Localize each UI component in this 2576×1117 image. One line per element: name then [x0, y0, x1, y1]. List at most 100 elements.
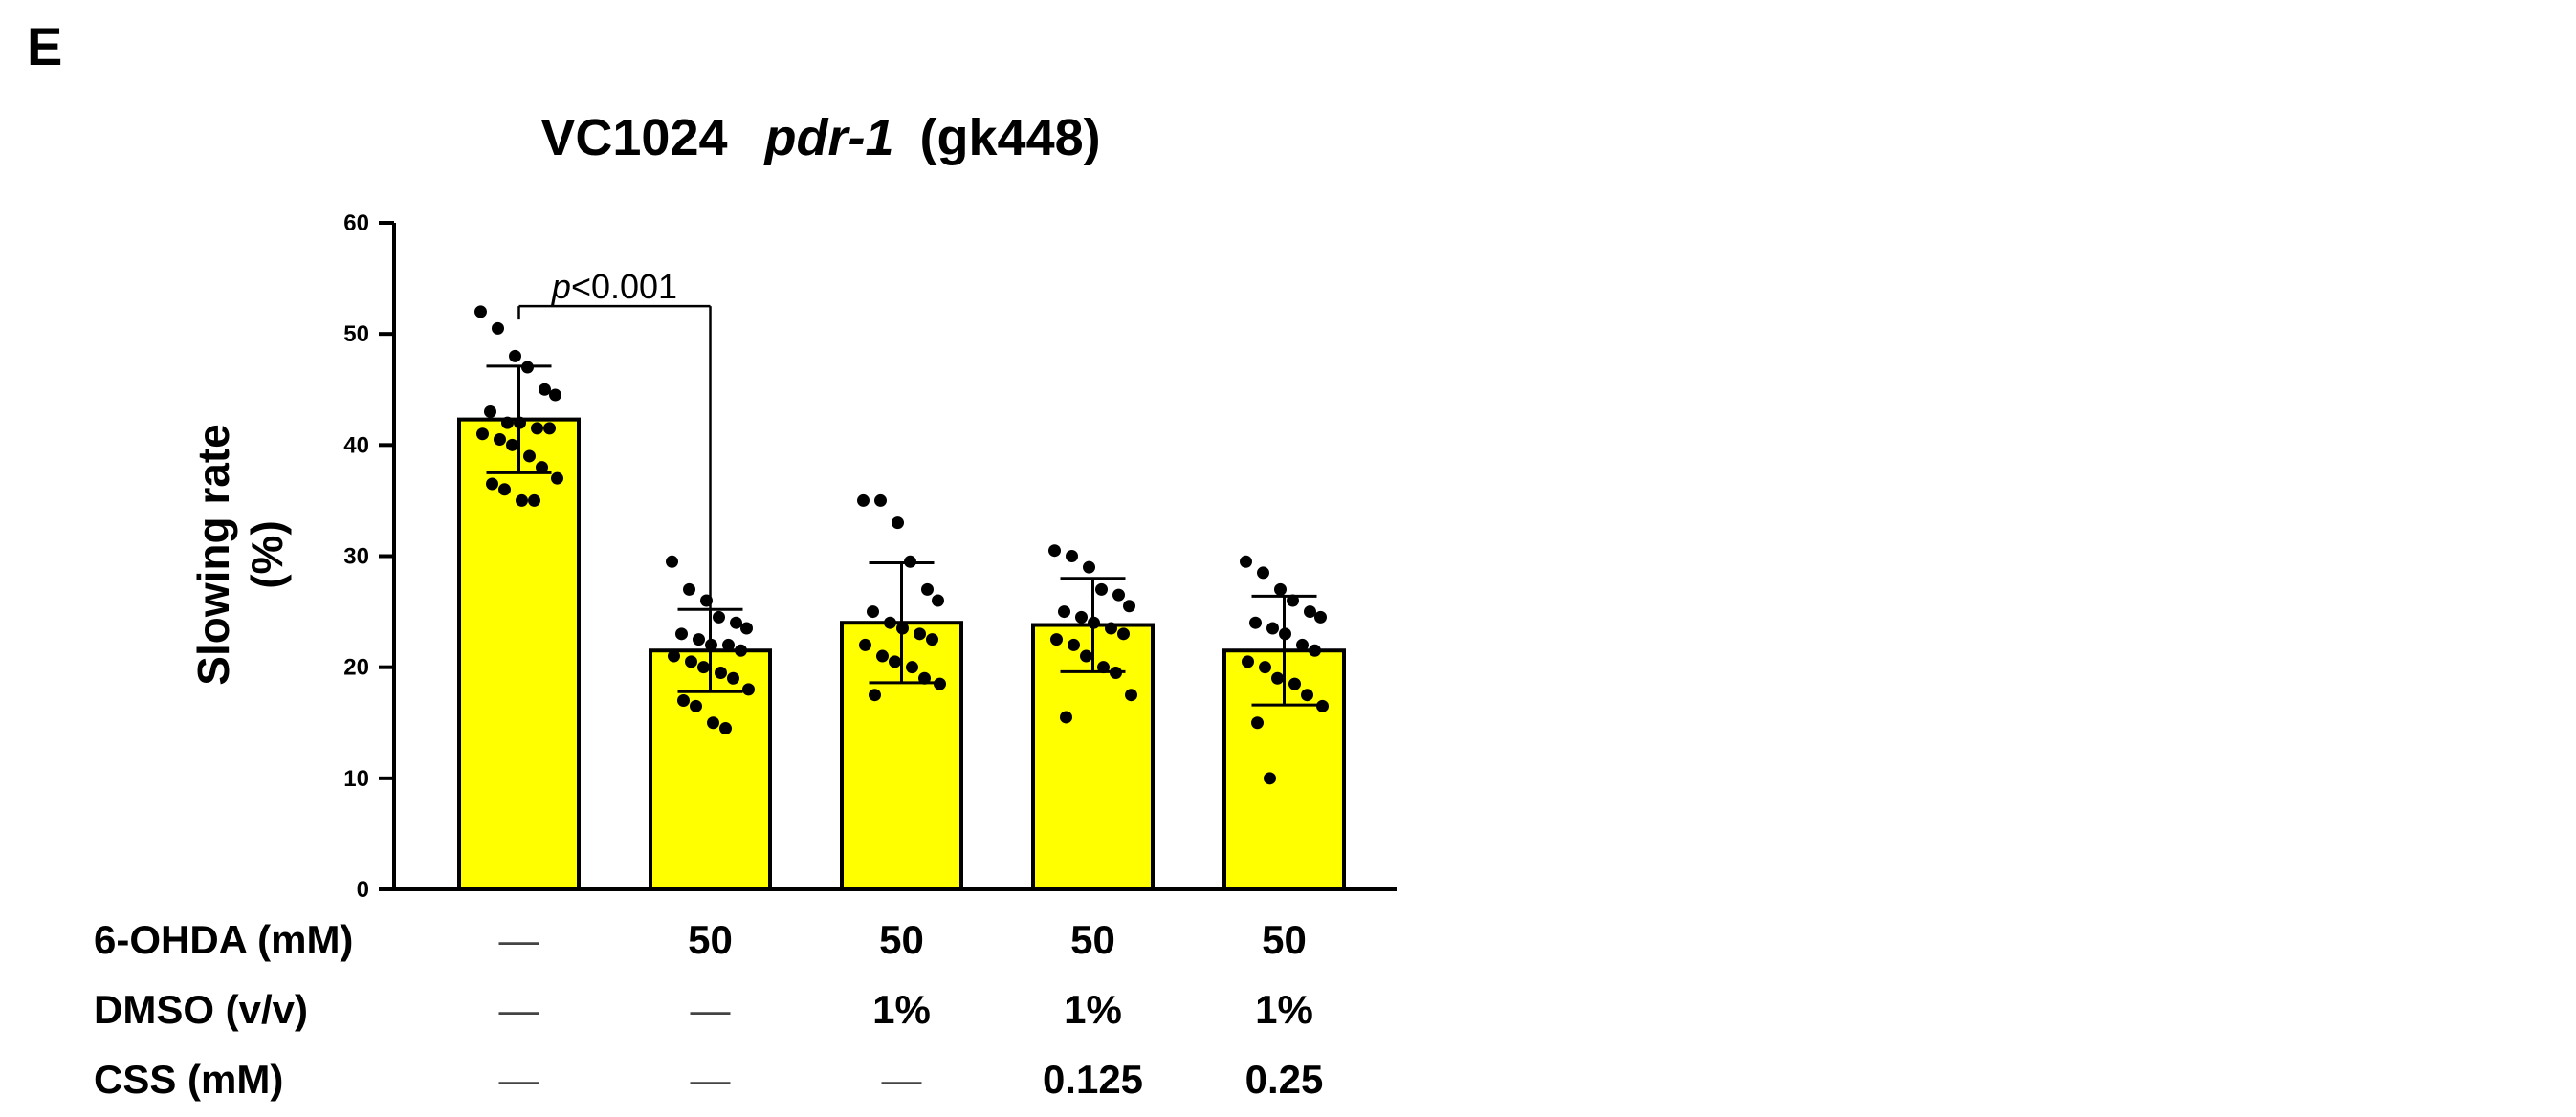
data-point — [1257, 566, 1269, 580]
y-tick-label: 0 — [357, 877, 369, 903]
data-point — [1097, 661, 1110, 674]
data-point — [869, 689, 881, 702]
condition-value: 1% — [872, 987, 931, 1032]
data-point — [1304, 605, 1316, 619]
data-point — [719, 722, 732, 735]
data-point — [474, 305, 487, 318]
data-point — [683, 582, 695, 596]
data-point — [857, 493, 870, 507]
data-point — [1083, 560, 1095, 574]
y-axis-label-line-1: Slowing rate — [188, 424, 238, 685]
data-point — [932, 594, 944, 607]
data-point — [693, 633, 705, 646]
data-point — [904, 555, 916, 568]
data-point — [742, 683, 755, 696]
condition-value: — — [882, 1057, 922, 1102]
data-point — [727, 671, 739, 685]
data-point — [1060, 711, 1072, 724]
data-point — [521, 361, 534, 374]
data-point — [666, 555, 678, 568]
data-point — [1110, 666, 1122, 679]
data-point — [685, 655, 697, 668]
data-point — [1314, 610, 1327, 624]
condition-value: 0.25 — [1245, 1057, 1324, 1102]
y-axis-label-line-2: (%) — [242, 520, 292, 589]
data-point — [874, 493, 887, 507]
data-point — [1058, 605, 1070, 619]
condition-value: 50 — [1070, 917, 1115, 962]
data-point — [1288, 677, 1301, 690]
data-point — [918, 671, 931, 685]
data-point — [677, 694, 690, 708]
data-point — [551, 471, 563, 485]
data-point — [1249, 616, 1262, 629]
data-point — [690, 699, 702, 712]
y-tick-label: 40 — [343, 432, 369, 458]
data-point — [675, 627, 688, 641]
data-point — [1105, 622, 1117, 635]
data-point — [668, 649, 680, 663]
data-point — [705, 638, 717, 651]
data-point — [1259, 661, 1271, 674]
data-point — [1117, 627, 1130, 641]
significance-label-italic: p — [551, 267, 571, 306]
data-point — [1279, 627, 1291, 641]
title-strain: VC1024 — [540, 109, 727, 166]
data-point — [498, 483, 511, 496]
data-point — [1066, 550, 1078, 562]
panel-label: E — [27, 16, 62, 77]
data-point — [1125, 689, 1137, 702]
data-point — [1316, 699, 1329, 712]
data-point — [1242, 655, 1254, 668]
data-point — [1296, 638, 1309, 651]
data-point — [1088, 616, 1100, 629]
data-point — [1095, 582, 1108, 596]
condition-value: — — [691, 987, 731, 1032]
y-tick-label: 20 — [343, 655, 369, 681]
data-point — [735, 644, 747, 657]
data-point — [1287, 594, 1299, 607]
data-point — [523, 449, 536, 463]
condition-value: — — [691, 1057, 731, 1102]
data-point — [1075, 610, 1088, 624]
data-point — [921, 582, 934, 596]
data-point — [1050, 633, 1063, 646]
condition-value: 50 — [1262, 917, 1307, 962]
data-point — [876, 649, 889, 663]
data-point — [914, 627, 926, 641]
y-tick-label: 50 — [343, 321, 369, 347]
data-point — [740, 622, 753, 635]
data-point — [492, 321, 504, 335]
title-allele: (gk448) — [920, 109, 1101, 166]
condition-row-label: DMSO (v/v) — [94, 987, 308, 1032]
title-gene: pdr-1 — [763, 109, 894, 166]
data-point — [484, 405, 496, 418]
data-point — [859, 638, 871, 651]
data-point — [1264, 772, 1276, 785]
data-point — [722, 638, 735, 651]
data-point — [1271, 671, 1284, 685]
data-point — [867, 605, 879, 619]
y-tick-label: 60 — [343, 210, 369, 236]
y-axis-label: Slowing rate (%) — [188, 424, 292, 685]
data-point — [1251, 716, 1264, 730]
data-point — [884, 616, 896, 629]
data-point — [934, 677, 946, 690]
data-point — [1112, 588, 1125, 602]
data-point — [1274, 582, 1287, 596]
data-point — [543, 422, 556, 435]
data-point — [892, 516, 904, 530]
condition-value: 50 — [879, 917, 924, 962]
data-point — [713, 610, 725, 624]
data-point — [501, 416, 514, 429]
data-point — [1048, 544, 1061, 558]
data-point — [1266, 622, 1279, 635]
data-point — [549, 388, 561, 402]
data-point — [1309, 644, 1321, 657]
significance-label-value: <0.001 — [571, 267, 677, 306]
condition-value: — — [499, 987, 539, 1032]
data-point — [486, 477, 498, 491]
data-point — [1240, 555, 1252, 568]
data-point — [896, 622, 909, 635]
